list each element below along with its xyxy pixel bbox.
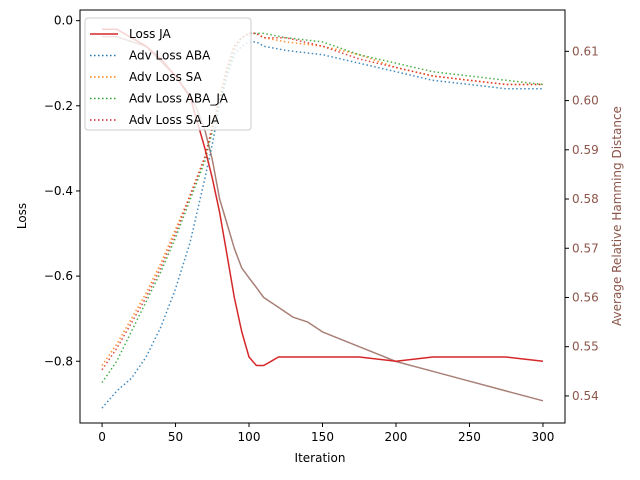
y-right-tick-label: 0.57 bbox=[572, 241, 599, 255]
y-right-tick-label: 0.54 bbox=[572, 389, 599, 403]
x-tick-label: 200 bbox=[385, 430, 408, 444]
x-tick-label: 100 bbox=[238, 430, 261, 444]
y-right-tick-label: 0.55 bbox=[572, 340, 599, 354]
y-tick-label: −0.4 bbox=[44, 184, 73, 198]
legend-label: Loss JA bbox=[129, 27, 171, 41]
y-axis-title: Loss bbox=[15, 203, 29, 229]
y-axis-right-title: Average Relative Hamming Distance bbox=[610, 106, 624, 326]
x-tick-label: 300 bbox=[532, 430, 555, 444]
x-tick-label: 150 bbox=[311, 430, 334, 444]
x-tick-label: 0 bbox=[98, 430, 106, 444]
x-axis-title: Iteration bbox=[295, 451, 346, 465]
x-axis: 0 50 100 150 200 250 300 bbox=[98, 423, 554, 444]
legend-box bbox=[84, 17, 252, 131]
x-tick-label: 50 bbox=[168, 430, 183, 444]
y-right-tick-label: 0.59 bbox=[572, 143, 599, 157]
y-right-tick-label: 0.60 bbox=[572, 94, 599, 108]
legend-label: Adv Loss SA bbox=[129, 70, 203, 84]
x-tick-label: 250 bbox=[458, 430, 481, 444]
legend-label: Adv Loss ABA_JA bbox=[129, 92, 229, 106]
legend: Loss JA Adv Loss ABA Adv Loss SA Adv Loss A… bbox=[84, 17, 252, 131]
y-tick-label: 0.0 bbox=[54, 14, 73, 28]
y-axis-right: 0.54 0.55 0.56 0.57 0.58 0.59 0.60 0.61 bbox=[565, 44, 599, 403]
series-line-adv-loss-sa bbox=[101, 32, 543, 366]
legend-label: Adv Loss SA_JA bbox=[129, 113, 220, 127]
y-axis-left: 0.0 −0.2 −0.4 −0.6 −0.8 bbox=[44, 14, 80, 368]
series-line-adv-loss-aba-ja bbox=[101, 32, 544, 384]
y-tick-label: −0.8 bbox=[44, 354, 73, 368]
legend-label: Adv Loss ABA bbox=[129, 49, 211, 63]
y-right-tick-label: 0.61 bbox=[572, 44, 599, 58]
y-right-tick-label: 0.56 bbox=[572, 290, 599, 304]
y-tick-label: −0.2 bbox=[44, 99, 73, 113]
y-right-tick-label: 0.58 bbox=[572, 192, 599, 206]
y-tick-label: −0.6 bbox=[44, 269, 73, 283]
